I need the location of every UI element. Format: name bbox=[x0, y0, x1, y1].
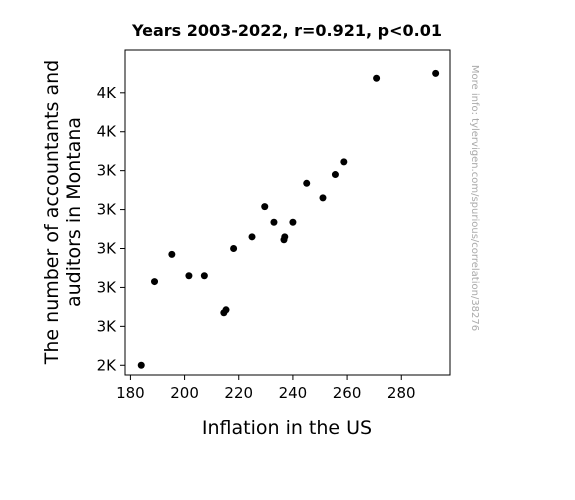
x-tick-label: 280 bbox=[387, 384, 416, 402]
x-axis-label: Inflation in the US bbox=[202, 417, 372, 439]
data-point bbox=[319, 194, 327, 202]
y-tick-label: 3K bbox=[97, 162, 118, 180]
data-point bbox=[230, 245, 238, 253]
data-point bbox=[331, 171, 339, 179]
data-point bbox=[432, 69, 440, 77]
y-tick-label: 3K bbox=[97, 278, 118, 296]
data-point bbox=[137, 361, 145, 369]
x-tick-label: 240 bbox=[279, 384, 308, 402]
y-axis: 2K 3K 3K 3K 3K 3K 4K 4K bbox=[97, 84, 125, 374]
y-axis-label-line-1: The number of accountants and bbox=[41, 60, 63, 365]
data-point bbox=[289, 218, 297, 226]
y-tick-label: 3K bbox=[97, 201, 118, 219]
watermark: More info: tylervigen.com/spurious/corre… bbox=[469, 65, 480, 331]
y-tick-label: 3K bbox=[97, 240, 118, 258]
data-point bbox=[270, 218, 278, 226]
y-tick-label: 4K bbox=[97, 123, 118, 141]
data-point bbox=[151, 278, 159, 286]
x-axis: 180 200 220 240 260 280 bbox=[116, 375, 416, 402]
x-tick-label: 220 bbox=[224, 384, 253, 402]
data-point bbox=[303, 179, 311, 187]
y-tick-label: 3K bbox=[97, 317, 118, 335]
data-point bbox=[261, 203, 269, 211]
y-tick-label: 4K bbox=[97, 84, 118, 102]
chart-title: Years 2003-2022, r=0.921, p<0.01 bbox=[131, 21, 442, 40]
data-point bbox=[373, 74, 381, 82]
y-axis-label-line-2: auditors in Montana bbox=[63, 117, 85, 307]
data-point bbox=[281, 233, 289, 241]
plot-frame bbox=[124, 49, 451, 376]
data-point bbox=[168, 250, 176, 258]
x-tick-label: 200 bbox=[170, 384, 199, 402]
watermark-text: More info: tylervigen.com/spurious/corre… bbox=[469, 65, 480, 331]
x-tick-label: 260 bbox=[333, 384, 362, 402]
data-points bbox=[137, 69, 440, 369]
y-tick-label: 2K bbox=[97, 356, 118, 374]
y-axis-label: The number of accountants and auditors i… bbox=[41, 60, 85, 365]
data-point bbox=[185, 272, 193, 280]
data-point bbox=[248, 233, 256, 241]
data-point bbox=[200, 272, 208, 280]
data-point bbox=[222, 306, 230, 314]
x-tick-label: 180 bbox=[116, 384, 145, 402]
data-point bbox=[340, 158, 348, 166]
